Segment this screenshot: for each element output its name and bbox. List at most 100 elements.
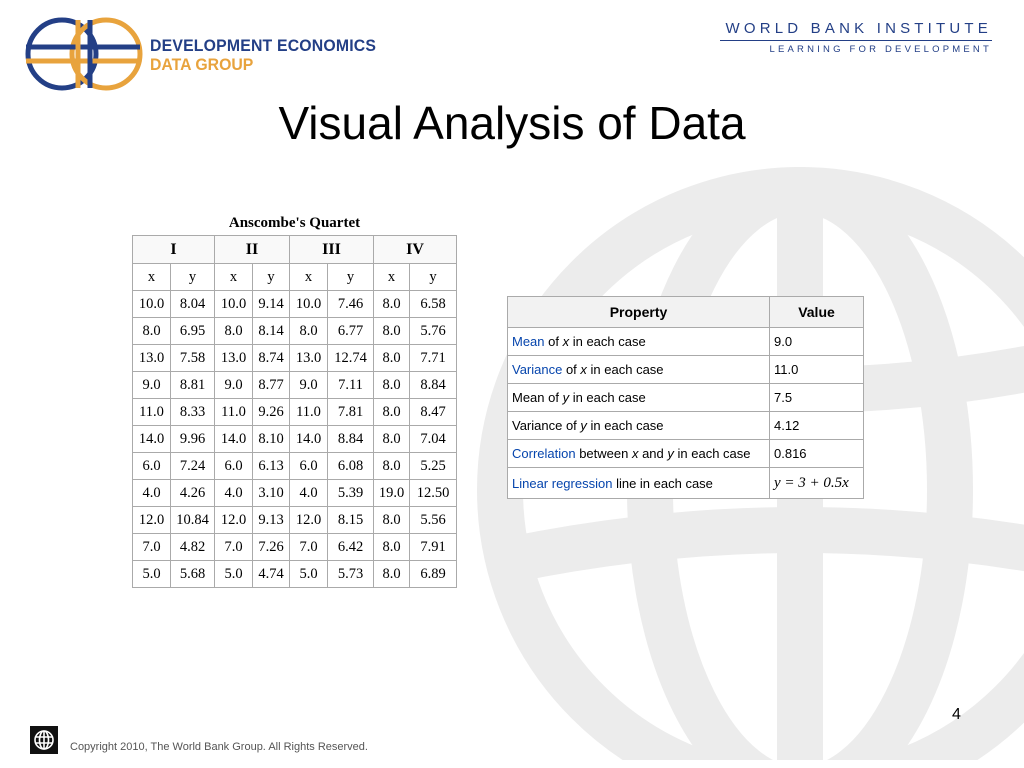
table-cell: 6.42 — [327, 533, 374, 561]
property-column-header: Property — [507, 296, 770, 328]
table-cell: 11.0 — [289, 398, 328, 426]
table-cell: 8.10 — [252, 425, 290, 453]
anscombe-quartet-table: I II III IV x y x y x y x y 10.0 8.04 10.0… — [132, 235, 457, 588]
table-cell: 8.84 — [327, 425, 374, 453]
value-cell: y = 3 + 0.5x — [769, 467, 864, 499]
property-link[interactable]: Correlation — [512, 446, 576, 461]
property-row: Mean of x in each case 9.0 — [507, 327, 864, 356]
table-cell: 8.33 — [170, 398, 215, 426]
table-cell: 6.08 — [327, 452, 374, 480]
table-row: 5.0 5.68 5.0 4.74 5.0 5.73 8.0 6.89 — [132, 560, 457, 588]
table-cell: 10.0 — [132, 290, 171, 318]
value-column-header: Value — [769, 296, 864, 328]
table-cell: 8.15 — [327, 506, 374, 534]
table-cell: 6.95 — [170, 317, 215, 345]
property-text: of — [562, 362, 581, 377]
table-cell: 8.0 — [373, 344, 410, 372]
property-text: in each case — [569, 390, 646, 405]
world-bank-logo-icon — [30, 726, 58, 754]
table-cell: 4.0 — [289, 479, 328, 507]
property-link[interactable]: Variance — [512, 362, 563, 377]
table-cell: 8.81 — [170, 371, 215, 399]
table-row: 11.0 8.33 11.0 9.26 11.0 7.81 8.0 8.47 — [132, 398, 457, 426]
property-text: in each case — [586, 418, 664, 433]
table-cell: 7.0 — [214, 533, 253, 561]
table-cell: 12.74 — [327, 344, 374, 372]
table-cell: 7.58 — [170, 344, 215, 372]
table-cell: 8.84 — [409, 371, 457, 399]
table-cell: 7.0 — [132, 533, 171, 561]
table-cell: 9.13 — [252, 506, 290, 534]
group-header: III — [289, 235, 374, 264]
table-cell: 6.13 — [252, 452, 290, 480]
table-cell: 10.84 — [170, 506, 215, 534]
table-cell: 8.0 — [373, 371, 410, 399]
table-cell: 8.47 — [409, 398, 457, 426]
property-link[interactable]: Mean — [512, 334, 545, 349]
column-header: x — [214, 263, 253, 291]
institute-tagline: LEARNING FOR DEVELOPMENT — [769, 44, 992, 55]
table-cell: 7.81 — [327, 398, 374, 426]
development-economics-logo-icon — [25, 17, 143, 91]
table-cell: 8.0 — [373, 425, 410, 453]
variable-symbol: x — [631, 446, 639, 461]
table-cell: 5.39 — [327, 479, 374, 507]
table-cell: 13.0 — [289, 344, 328, 372]
property-cell: Mean of x in each case — [507, 327, 770, 356]
slide-title: Visual Analysis of Data — [278, 97, 746, 149]
property-text: Mean of — [512, 390, 563, 405]
org-name-line2: DATA GROUP — [150, 55, 254, 74]
property-cell: Variance of y in each case — [507, 411, 770, 440]
table-cell: 7.24 — [170, 452, 215, 480]
table-cell: 5.0 — [214, 560, 253, 588]
table-cell: 9.14 — [252, 290, 290, 318]
table-cell: 6.0 — [289, 452, 328, 480]
table-row: 14.0 9.96 14.0 8.10 14.0 8.84 8.0 7.04 — [132, 425, 457, 453]
property-row: Linear regression line in each case y = 3… — [507, 467, 864, 499]
variable-symbol: x — [580, 362, 587, 377]
table-cell: 8.77 — [252, 371, 290, 399]
table-cell: 8.0 — [132, 317, 171, 345]
table-cell: 9.0 — [132, 371, 171, 399]
table-row: 7.0 4.82 7.0 7.26 7.0 6.42 8.0 7.91 — [132, 533, 457, 561]
value-cell: 9.0 — [769, 327, 864, 356]
table-cell: 7.91 — [409, 533, 457, 561]
property-link[interactable]: Linear regression — [512, 475, 613, 491]
table-cell: 5.0 — [289, 560, 328, 588]
value-cell: 11.0 — [769, 355, 864, 384]
table-cell: 5.73 — [327, 560, 374, 588]
property-row: Correlation between x and y in each case… — [507, 439, 864, 468]
table-cell: 8.04 — [170, 290, 215, 318]
table-cell: 12.50 — [409, 479, 457, 507]
table-cell: 6.0 — [132, 452, 171, 480]
column-header: y — [252, 263, 290, 291]
property-text: line in each case — [612, 475, 713, 491]
group-header: II — [214, 235, 290, 264]
property-cell: Linear regression line in each case — [507, 467, 770, 499]
table-cell: 7.04 — [409, 425, 457, 453]
org-name-line1: DEVELOPMENT ECONOMICS — [150, 36, 377, 55]
property-text: in each case — [569, 334, 646, 349]
table-cell: 8.0 — [373, 560, 410, 588]
table-cell: 7.11 — [327, 371, 374, 399]
table-cell: 14.0 — [289, 425, 328, 453]
table-cell: 6.58 — [409, 290, 457, 318]
column-header: x — [373, 263, 410, 291]
table-cell: 14.0 — [132, 425, 171, 453]
table-cell: 8.0 — [289, 317, 328, 345]
page-number: 4 — [952, 706, 961, 723]
table-cell: 5.76 — [409, 317, 457, 345]
table-cell: 6.89 — [409, 560, 457, 588]
variable-symbol: x — [562, 334, 570, 349]
table-cell: 8.14 — [252, 317, 290, 345]
value-cell: 7.5 — [769, 383, 864, 412]
table-cell: 7.0 — [289, 533, 328, 561]
table-cell: 6.0 — [214, 452, 253, 480]
copyright-text: Copyright 2010, The World Bank Group. Al… — [70, 741, 368, 753]
table-cell: 8.0 — [373, 317, 410, 345]
variable-symbol: y — [580, 418, 587, 433]
table-cell: 8.0 — [214, 317, 253, 345]
table-row: 4.0 4.26 4.0 3.10 4.0 5.39 19.0 12.50 — [132, 479, 457, 507]
property-cell: Mean of y in each case — [507, 383, 770, 412]
table-cell: 4.0 — [214, 479, 253, 507]
